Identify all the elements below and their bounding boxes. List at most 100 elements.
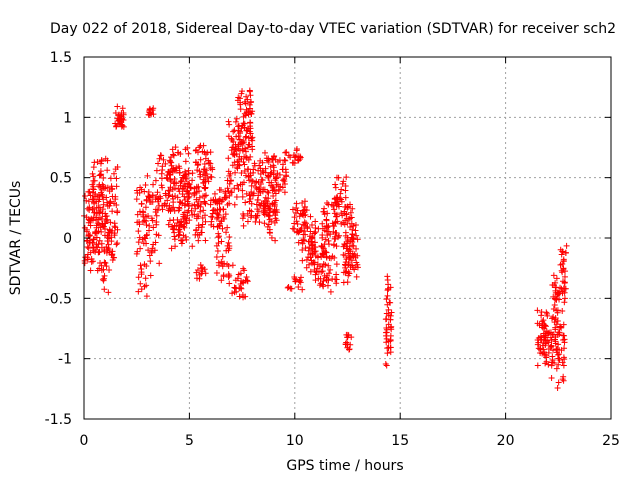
data-point (343, 215, 350, 222)
data-point (220, 206, 227, 213)
x-tick-label: 10 (286, 433, 304, 449)
data-point (81, 260, 88, 267)
data-point (150, 181, 157, 188)
data-point (202, 218, 209, 225)
data-point (234, 182, 241, 189)
data-point (259, 167, 266, 174)
data-point (221, 194, 228, 201)
y-axis-label: SDTVAR / TECUs (8, 181, 24, 296)
data-point (561, 289, 568, 296)
data-point (112, 196, 119, 203)
data-point (352, 222, 359, 229)
data-point (169, 193, 176, 200)
data-point (544, 312, 551, 319)
data-point (300, 207, 307, 214)
data-point (280, 177, 287, 184)
data-point (194, 231, 201, 238)
data-point (189, 170, 196, 177)
data-point (244, 278, 251, 285)
data-point (343, 210, 350, 217)
data-point (159, 184, 166, 191)
data-point (324, 210, 331, 217)
data-point (298, 227, 305, 234)
data-point (342, 269, 349, 276)
data-point (542, 333, 549, 340)
data-point (333, 213, 340, 220)
data-point (110, 254, 117, 261)
data-point (343, 174, 350, 181)
data-point (177, 222, 184, 229)
data-point (323, 253, 330, 260)
data-point (323, 274, 330, 281)
data-point (561, 273, 568, 280)
data-point (135, 288, 142, 295)
data-point (112, 110, 119, 117)
data-point (325, 237, 332, 244)
data-point (200, 179, 207, 186)
data-point (195, 202, 202, 209)
data-point (312, 277, 319, 284)
data-point (135, 239, 142, 246)
data-point (182, 158, 189, 165)
data-point (149, 198, 156, 205)
data-point (560, 354, 567, 361)
data-point (138, 286, 145, 293)
data-point (542, 323, 549, 330)
data-point (232, 118, 239, 125)
data-point (257, 181, 264, 188)
data-point (219, 263, 226, 270)
data-point (294, 221, 301, 228)
data-point (291, 220, 298, 227)
data-point (146, 111, 153, 118)
data-point (218, 277, 225, 284)
data-point (224, 224, 231, 231)
data-point (309, 245, 316, 252)
data-point (225, 262, 232, 269)
data-point (383, 339, 390, 346)
data-point (559, 308, 566, 315)
data-point (187, 184, 194, 191)
data-point (267, 229, 274, 236)
data-point (291, 214, 298, 221)
data-point (138, 200, 145, 207)
data-point (311, 266, 318, 273)
data-point (384, 292, 391, 299)
data-point (205, 178, 212, 185)
data-point (319, 264, 326, 271)
data-point (319, 281, 326, 288)
data-point (96, 204, 103, 211)
data-point (176, 204, 183, 211)
data-point (235, 143, 242, 150)
data-point (545, 361, 552, 368)
data-point (215, 212, 222, 219)
data-point (90, 173, 97, 180)
data-point (538, 312, 545, 319)
data-point (559, 248, 566, 255)
data-point (555, 355, 562, 362)
data-point (231, 185, 238, 192)
data-point (193, 159, 200, 166)
data-point (351, 266, 358, 273)
data-point (354, 261, 361, 268)
y-tick-label: -1.5 (45, 412, 72, 428)
data-point (226, 180, 233, 187)
data-point (383, 362, 390, 369)
data-point (240, 138, 247, 145)
data-point (156, 193, 163, 200)
data-point (94, 267, 101, 274)
data-point (170, 152, 177, 159)
data-point (85, 232, 92, 239)
data-point (309, 251, 316, 258)
data-point (100, 174, 107, 181)
data-point (331, 223, 338, 230)
data-point (544, 330, 551, 337)
data-point (200, 207, 207, 214)
data-point (148, 248, 155, 255)
y-tick-label: -0.5 (45, 291, 72, 307)
data-point (247, 99, 254, 106)
data-point (323, 222, 330, 229)
data-point (102, 226, 109, 233)
data-point (277, 183, 284, 190)
data-point (550, 272, 557, 279)
data-point (274, 158, 281, 165)
